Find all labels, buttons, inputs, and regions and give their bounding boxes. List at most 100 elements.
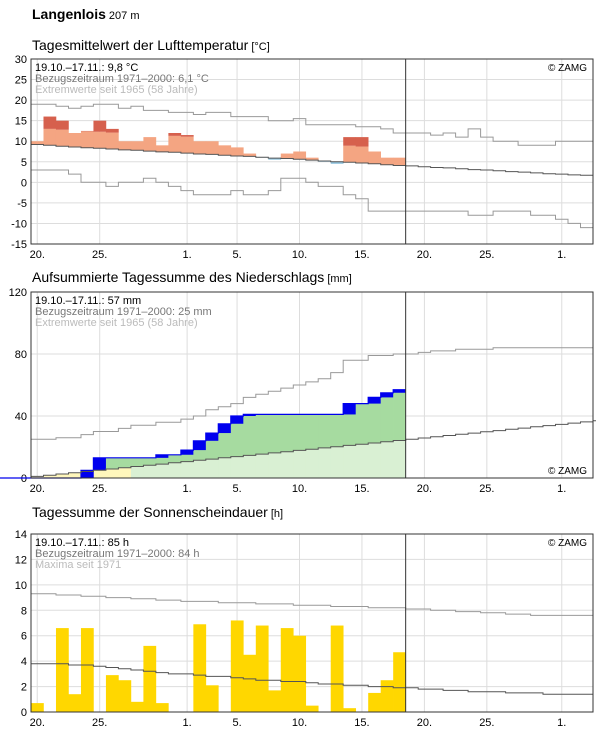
temperature-title: Tagesmittelwert der Lufttemperatur [°C] xyxy=(32,37,270,53)
sun-bar xyxy=(118,680,132,712)
precip-info-line: Bezugszeitraum 1971–2000: 25 mm xyxy=(35,306,212,318)
precip-surplus-area xyxy=(243,414,257,456)
precip-daily-step xyxy=(80,470,94,478)
precip-surplus-area xyxy=(318,414,332,448)
sun-bar xyxy=(293,635,307,712)
temp-anomaly-bar xyxy=(93,131,107,149)
temp-xtick-label: 15. xyxy=(354,249,369,261)
precip-normal-area xyxy=(31,476,44,478)
temp-anomaly-bar-strong xyxy=(43,116,57,129)
sun-xtick-label: 1. xyxy=(183,717,192,729)
sun-info-line: 19.10.–17.11.: 85 h xyxy=(35,537,129,549)
sun-ytick-label: 8 xyxy=(21,605,27,617)
sun-xtick-label: 20. xyxy=(417,717,432,729)
precip-ytick-label: 0 xyxy=(21,473,27,485)
temp-copyright: © ZAMG xyxy=(548,63,587,74)
temp-anomaly-bar xyxy=(380,157,394,165)
temp-anomaly-bar-strong xyxy=(105,128,119,133)
precip-surplus-area xyxy=(355,403,369,445)
precip-plot-frame xyxy=(30,291,594,479)
temp-xtick-label: 20. xyxy=(30,249,45,261)
sun-bar xyxy=(368,692,381,712)
precip-surplus-area xyxy=(305,414,319,450)
temp-xtick-label: 5. xyxy=(232,249,241,261)
temperature-title-text: Tagesmittelwert der Lufttemperatur xyxy=(32,37,249,53)
precip-surplus-area xyxy=(168,454,182,463)
sun-bar xyxy=(393,652,406,712)
temp-anomaly-bar-strong xyxy=(93,120,107,132)
temp-min-envelope xyxy=(31,169,593,229)
precip-xtick-label: 10. xyxy=(292,483,307,495)
precip-normal-area xyxy=(380,441,394,478)
temp-anomaly-bar xyxy=(55,129,69,147)
sun-xtick-label: 15. xyxy=(354,717,369,729)
sun-plot-frame xyxy=(30,533,594,713)
sunshine-chart: 0 2 4 6 8 10 12 14 20. 25. 1. 5. 10. 15. 20. 25. 1. 19.10… xyxy=(15,529,594,729)
temp-ytick-label: 30 xyxy=(15,54,27,66)
temperature-unit: [°C] xyxy=(251,41,270,53)
temp-anomaly-bar xyxy=(368,151,381,164)
temp-anomaly-bar xyxy=(155,145,169,152)
temp-anomaly-bar xyxy=(31,141,44,145)
temp-anomaly-bar xyxy=(343,145,357,163)
precip-normal-area xyxy=(168,462,182,478)
sun-bar xyxy=(330,625,344,712)
precip-daily-step xyxy=(343,403,357,415)
precip-daily-step xyxy=(380,392,394,398)
precip-normal-area xyxy=(255,454,269,478)
precip-normal-area xyxy=(293,450,307,478)
sun-bar xyxy=(55,628,69,712)
temp-ytick-label: 25 xyxy=(15,75,27,87)
sun-info-line: Bezugszeitraum 1971–2000: 84 h xyxy=(35,548,200,560)
temperature-chart: -15 -10 -5 0 5 10 15 20 25 30 20. 25. 1. 5. 10. 15. 20. 2… xyxy=(11,54,594,261)
precip-ytick-label: 80 xyxy=(15,349,27,361)
sun-bar xyxy=(343,708,357,712)
temp-max-envelope xyxy=(31,103,593,146)
sun-bar xyxy=(105,675,119,712)
precip-xtick-label: 5. xyxy=(232,483,241,495)
sun-xtick-label: 5. xyxy=(232,717,241,729)
temp-anomaly-bar xyxy=(293,151,307,160)
precip-normal-area xyxy=(330,446,344,478)
temp-anomaly-bar xyxy=(280,153,294,159)
precip-normal-area xyxy=(305,449,319,478)
precip-normal-area xyxy=(143,465,157,478)
precipitation-unit: [mm] xyxy=(327,273,352,285)
sunshine-title: Tagessumme der Sonnenscheindauer [h] xyxy=(32,504,283,520)
sun-bar xyxy=(280,628,294,712)
precip-normal-area xyxy=(343,445,357,478)
precip-surplus-area xyxy=(380,392,394,442)
temp-xtick-label: 20. xyxy=(417,249,432,261)
precip-info-line: 19.10.–17.11.: 57 mm xyxy=(35,295,141,307)
temp-xtick-label: 1. xyxy=(557,249,566,261)
precip-normal-area xyxy=(230,456,244,478)
precip-surplus-area xyxy=(155,454,169,465)
sun-bar xyxy=(155,703,169,712)
precip-normal-area xyxy=(280,451,294,478)
temp-ytick-label: -5 xyxy=(17,198,27,210)
precip-surplus-area xyxy=(105,457,119,470)
precip-normal-area xyxy=(55,473,69,478)
precip-xtick-label: 25. xyxy=(479,483,494,495)
sunshine-title-text: Tagessumme der Sonnenscheindauer xyxy=(32,504,268,520)
temp-xtick-label: 25. xyxy=(479,249,494,261)
precip-copyright: © ZAMG xyxy=(548,466,587,477)
precip-normal-area xyxy=(180,461,194,478)
precip-normal-area xyxy=(130,466,144,478)
precip-daily-step xyxy=(230,416,244,424)
sun-ytick-label: 10 xyxy=(15,580,27,592)
temp-anomaly-bar xyxy=(205,141,219,155)
temp-ytick-label: 10 xyxy=(15,136,27,148)
precip-surplus-area xyxy=(293,414,307,451)
sun-xtick-label: 25. xyxy=(92,717,107,729)
temp-anomaly-bar xyxy=(393,157,406,166)
precip-daily-step xyxy=(193,440,207,451)
temp-anomaly-bar xyxy=(218,145,232,156)
sun-ytick-label: 14 xyxy=(15,529,27,541)
precip-normal-area xyxy=(93,470,107,478)
temp-xtick-label: 1. xyxy=(183,249,192,261)
temp-xtick-label: 10. xyxy=(292,249,307,261)
precip-normal-area xyxy=(393,440,406,478)
precip-normal-area xyxy=(155,464,169,478)
precip-surplus-area xyxy=(118,457,132,468)
